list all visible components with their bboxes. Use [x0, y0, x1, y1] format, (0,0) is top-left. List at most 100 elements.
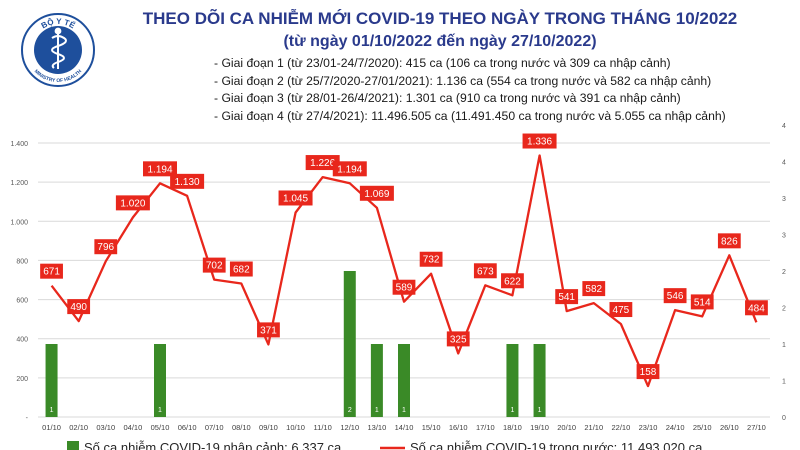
bar-data-label: - — [593, 407, 596, 414]
x-tick-label: 07/10 — [205, 423, 224, 432]
bar-data-label: - — [701, 407, 704, 414]
bar-data-label: 1 — [510, 407, 514, 414]
line-label-box — [446, 331, 470, 347]
phase-summary-list: - Giai đoạn 1 (từ 23/01-24/7/2020): 415 … — [214, 55, 726, 125]
x-tick-label: 21/10 — [584, 423, 603, 432]
line-data-label: 732 — [423, 255, 440, 266]
y-right-tick-label: 2 — [782, 306, 786, 313]
y-left-tick-label: 200 — [16, 376, 28, 383]
x-tick-label: 03/10 — [96, 423, 115, 432]
bar-data-label: - — [457, 407, 460, 414]
x-tick-label: 23/10 — [639, 423, 658, 432]
bar-data-label: - — [105, 407, 108, 414]
line-label-box — [170, 173, 205, 189]
line-data-label: 826 — [721, 236, 738, 247]
phase-item: - Giai đoạn 3 (từ 28/01-26/4/2021): 1.30… — [214, 91, 681, 105]
y-left-tick-label: 1.000 — [10, 219, 28, 226]
line-data-label: 682 — [233, 265, 250, 276]
line-label-box — [67, 299, 91, 315]
bar-data-label: - — [321, 407, 324, 414]
line-label-box — [332, 161, 367, 177]
x-tick-label: 13/10 — [367, 423, 386, 432]
bar — [343, 271, 356, 417]
bar-data-label: - — [240, 407, 243, 414]
bar-data-label: 2 — [348, 407, 352, 414]
y-right-tick-label: 3 — [782, 233, 786, 240]
line-data-label: 475 — [613, 305, 630, 316]
x-tick-label: 26/10 — [720, 423, 739, 432]
x-tick-label: 01/10 — [42, 423, 61, 432]
line-label-box — [636, 364, 660, 380]
line-label-box — [555, 289, 579, 305]
bar-data-label: - — [647, 407, 650, 414]
legend-swatch-entry-cases — [67, 441, 79, 450]
bar-data-label: - — [728, 407, 731, 414]
line-data-label: 622 — [504, 276, 521, 287]
line-data-label: 1.194 — [337, 164, 362, 175]
phase-item: - Giai đoạn 1 (từ 23/01-24/7/2020): 415 … — [214, 56, 671, 70]
svg-text:BỘ Y TẾ: BỘ Y TẾ — [40, 17, 78, 31]
line-label-box — [663, 288, 687, 304]
line-label-box — [257, 322, 280, 338]
bar-data-label: - — [674, 407, 677, 414]
y-left-tick-label: 800 — [16, 258, 28, 265]
x-tick-label: 17/10 — [476, 423, 495, 432]
line-data-label: 1.336 — [527, 137, 552, 148]
y-left-tick-label: - — [26, 415, 29, 422]
line-data-label: 1.045 — [283, 193, 308, 204]
chart-title: THEO DÕI CA NHIỄM MỚI COVID-19 THEO NGÀY… — [142, 9, 738, 28]
line-label-box — [40, 263, 63, 279]
line-label-box — [305, 155, 340, 171]
bar — [45, 344, 58, 417]
x-tick-label: 18/10 — [503, 423, 522, 432]
bar-data-label: - — [132, 407, 135, 414]
bar-data-label: - — [267, 407, 270, 414]
bar-data-label: - — [430, 407, 433, 414]
line-label-box — [359, 185, 394, 201]
bar-data-label: 1 — [158, 407, 162, 414]
line-label-box — [501, 273, 524, 289]
line-data-label: 371 — [260, 325, 277, 336]
y-right-tick-label: 1 — [782, 342, 786, 349]
line-data-label: 484 — [748, 303, 765, 314]
phase-item: - Giai đoạn 2 (từ 25/7/2020-27/01/2021):… — [214, 73, 712, 88]
x-tick-label: 24/10 — [666, 423, 685, 432]
line-data-label: 1.226 — [310, 158, 335, 169]
line-label-box — [473, 263, 497, 279]
bar — [533, 344, 546, 417]
bar-data-label: 1 — [375, 407, 379, 414]
line-label-box — [717, 233, 741, 249]
legend-domestic-cases: Số ca nhiễm COVID-19 trong nước: 11.493.… — [410, 440, 703, 450]
y-left-tick-label: 1.200 — [10, 180, 28, 187]
bar-data-label: - — [565, 407, 568, 414]
x-tick-label: 11/10 — [314, 423, 332, 432]
line-label-box — [229, 261, 253, 277]
x-tick-label: 20/10 — [557, 423, 576, 432]
line-label-box — [419, 251, 443, 267]
line-data-label: 541 — [558, 292, 575, 303]
line-label-box — [582, 281, 606, 297]
y-right-tick-label: 2 — [782, 269, 786, 276]
line-data-label: 325 — [450, 334, 467, 345]
line-data-label: 796 — [97, 242, 114, 253]
line-data-label: 490 — [70, 302, 87, 313]
y-left-tick-label: 1.400 — [10, 141, 28, 148]
x-tick-label: 10/10 — [286, 423, 305, 432]
y-right-tick-label: 4 — [782, 123, 786, 130]
bar-data-label: 1 — [50, 407, 54, 414]
x-tick-label: 19/10 — [530, 423, 549, 432]
bar-data-label: - — [213, 407, 216, 414]
x-tick-label: 12/10 — [340, 423, 359, 432]
line-label-box — [278, 190, 313, 206]
bar — [506, 344, 519, 417]
line-data-label: 1.020 — [120, 198, 145, 209]
line-data-label: 514 — [694, 297, 711, 308]
line-data-label: 673 — [477, 266, 494, 277]
y-left-tick-label: 600 — [16, 298, 28, 305]
bar — [398, 344, 410, 417]
bar-data-label: - — [77, 407, 80, 414]
y-right-tick-label: 3 — [782, 196, 786, 203]
line-data-label: 671 — [43, 267, 60, 278]
line-data-label: 1.130 — [175, 177, 200, 188]
